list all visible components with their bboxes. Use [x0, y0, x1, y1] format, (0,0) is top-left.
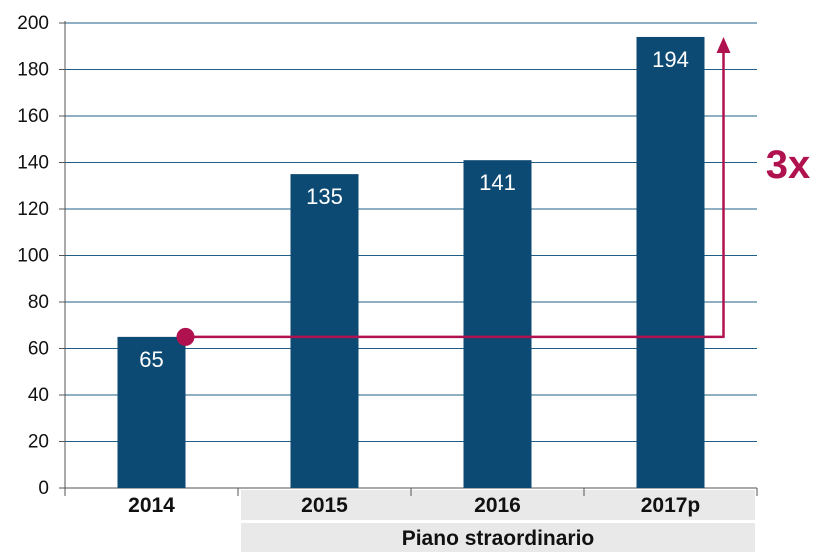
category-band-upper [241, 490, 755, 520]
y-tick-label: 0 [38, 478, 49, 499]
y-tick-label: 40 [28, 385, 49, 406]
bar-2016 [463, 160, 532, 489]
y-tick-label: 60 [28, 339, 49, 360]
multiplier-annotation: 3x [176, 36, 811, 346]
bar-value-label: 194 [652, 47, 689, 72]
multiplier-label: 3x [766, 143, 811, 187]
y-tick-label: 200 [17, 13, 49, 34]
bar-value-label: 65 [139, 347, 163, 372]
bar-2015 [290, 174, 359, 488]
bars [117, 36, 705, 489]
x-category-label: 2015 [301, 494, 348, 517]
y-tick-label: 80 [28, 292, 49, 313]
y-tick-label: 120 [17, 199, 49, 220]
arrow-head-icon [716, 36, 731, 53]
bar-2014 [117, 336, 186, 488]
category-band-lower [241, 523, 755, 552]
x-category-label: 2016 [474, 494, 521, 517]
group-band-layer: Piano straordinario [241, 490, 755, 552]
group-band-label: Piano straordinario [402, 527, 595, 550]
labels: 0 20 40 60 80 100 120 140 160 180 200 65 2014 135 2015… [17, 13, 700, 517]
bar-value-label: 141 [479, 170, 516, 195]
x-category-label: 2017p [641, 494, 701, 517]
y-tick-label: 100 [17, 246, 49, 267]
bar-2017p [636, 36, 705, 488]
bar-value-label: 135 [306, 184, 343, 209]
x-category-label: 2014 [128, 494, 175, 517]
y-tick-label: 160 [17, 106, 49, 127]
start-dot-marker [176, 327, 195, 346]
y-tick-label: 20 [28, 432, 49, 453]
y-tick-label: 180 [17, 60, 49, 81]
y-tick-label: 140 [17, 153, 49, 174]
